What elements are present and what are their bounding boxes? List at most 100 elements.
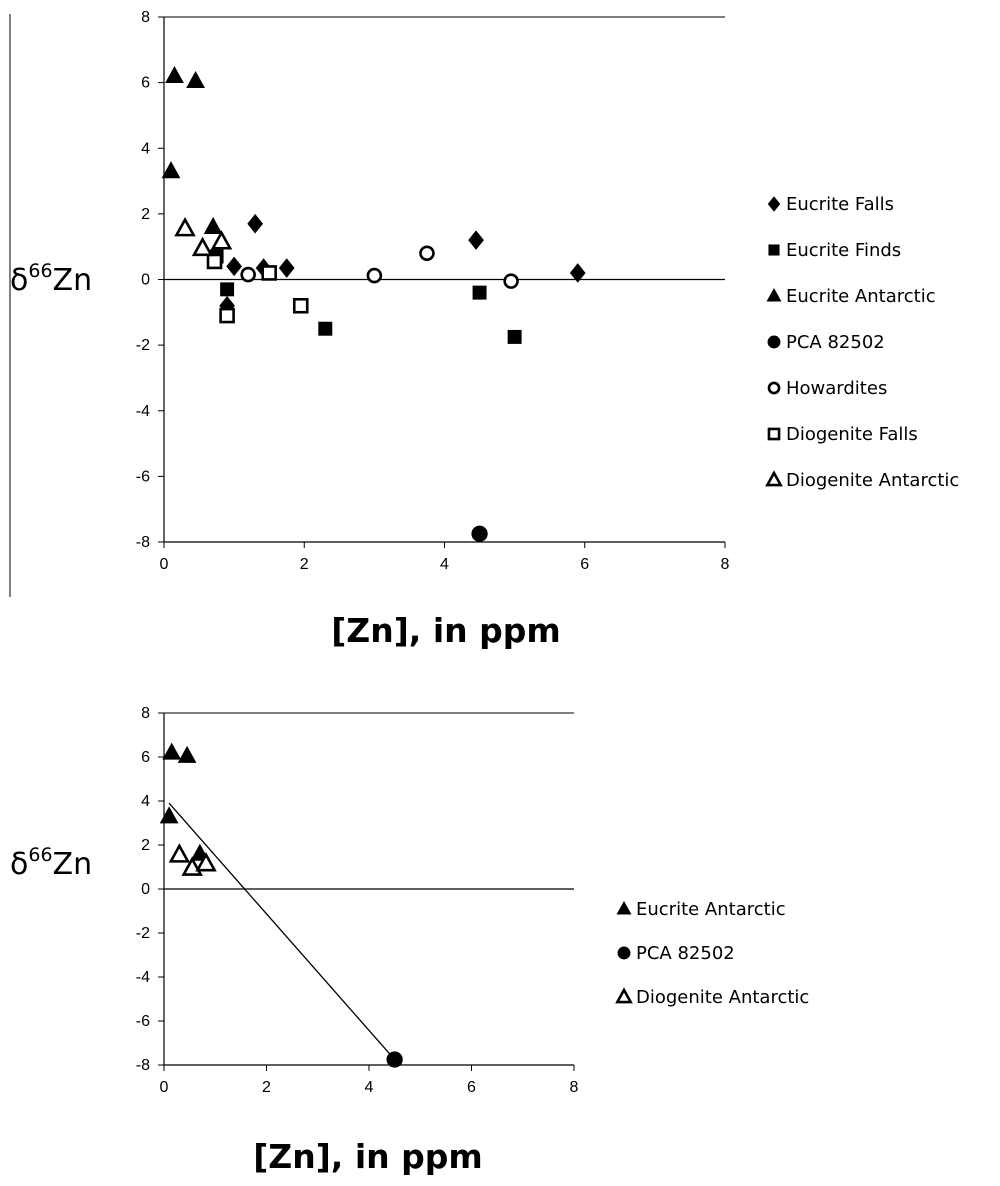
chart-1-point-howardites	[240, 266, 256, 283]
chart-1-y-tick-label: 4	[141, 140, 150, 157]
chart-1-point-eucrite-falls	[569, 263, 586, 283]
chart-2-y-label-base: δ	[10, 847, 28, 882]
chart-1-series-diogenite-falls	[206, 253, 309, 324]
chart-1-legend-marker-eucrite-falls	[767, 196, 781, 212]
chart-1-point-eucrite-antarctic	[165, 66, 184, 84]
chart-1-y-tick-label: -4	[136, 403, 150, 420]
chart-1-point-eucrite-falls	[468, 230, 484, 250]
chart-1-series-howardites	[240, 245, 519, 289]
chart-2-series-eucrite-antarctic	[159, 742, 210, 861]
chart-1-legend-marker-eucrite-antarctic	[766, 287, 782, 302]
chart-1-point-eucrite-finds	[318, 321, 333, 336]
chart-1-point-diogenite-falls	[292, 297, 309, 314]
chart-1-point-eucrite-falls	[278, 258, 295, 278]
chart-2-legend-label-pca-82502: PCA 82502	[636, 943, 735, 964]
chart-2-point-pca-82502	[386, 1051, 403, 1068]
chart-1-point-eucrite-finds	[507, 329, 522, 344]
chart-2-point-eucrite-antarctic	[162, 742, 182, 760]
chart-1-x-axis-label: [Zn], in ppm	[331, 611, 561, 650]
chart-1-legend-marker-diogenite-falls	[767, 427, 781, 441]
chart-1-point-diogenite-falls	[261, 265, 277, 281]
chart-2-x-tick-label: 2	[262, 1079, 271, 1096]
chart-2-x-tick-label: 4	[365, 1079, 374, 1096]
chart-2-y-tick-label: -6	[136, 1013, 150, 1030]
chart-2-y-tick-label: 4	[141, 793, 150, 810]
chart-1-point-eucrite-antarctic	[203, 216, 223, 234]
chart-2-legend-label-diogenite-antarctic: Diogenite Antarctic	[636, 987, 809, 1008]
chart-1-x-tick-label: 4	[440, 556, 449, 573]
chart-2-x-tick-label: 8	[570, 1079, 579, 1096]
chart-1-point-eucrite-falls	[247, 213, 264, 234]
chart-1-x-tick-label: 6	[580, 556, 589, 573]
chart-1-point-eucrite-falls	[226, 256, 242, 277]
chart-2-point-eucrite-antarctic	[177, 745, 197, 763]
chart-1-series-eucrite-finds	[209, 249, 522, 344]
chart-2-legend-marker-diogenite-antarctic	[615, 987, 633, 1004]
chart-2-x-tick-label: 6	[467, 1079, 476, 1096]
chart-1-series-diogenite-antarctic	[174, 216, 233, 257]
chart-1-point-diogenite-falls	[206, 253, 223, 270]
chart-1-legend-label-eucrite-finds: Eucrite Finds	[786, 240, 901, 261]
chart-1-legend-marker-diogenite-antarctic	[765, 470, 783, 487]
chart-2-y-label-rest: Zn	[53, 847, 93, 882]
chart-2-y-tick-label: 0	[141, 881, 150, 898]
chart-1-point-diogenite-antarctic	[174, 216, 196, 237]
chart-2-y-tick-label: -8	[136, 1057, 150, 1074]
chart-2-point-diogenite-antarctic	[168, 843, 191, 863]
chart-1-point-howardites	[503, 273, 519, 289]
chart-1-point-eucrite-finds	[472, 285, 487, 300]
chart-1-y-tick-label: 2	[141, 206, 150, 223]
chart-1-series-pca-82502	[471, 525, 488, 542]
chart-1-point-diogenite-antarctic	[191, 236, 214, 257]
chart-1-legend-label-diogenite-falls: Diogenite Falls	[786, 424, 918, 445]
chart-2-x-axis-label: [Zn], in ppm	[253, 1137, 483, 1176]
chart-1-point-eucrite-finds	[220, 282, 235, 297]
chart-1-y-tick-label: 8	[141, 9, 150, 26]
chart-2-y-tick-label: 8	[141, 705, 150, 722]
chart-1-point-howardites	[419, 245, 435, 262]
chart-1-y-tick-label: -6	[136, 468, 150, 485]
chart-1-y-tick-label: 0	[141, 272, 150, 289]
chart-top: -8 -6 -4 -2 0 2 4 6 8 0 2 4 6 8 [Zn], in ppm δ66Zn Eucri…	[10, 9, 959, 650]
chart-2-y-tick-label: 6	[141, 749, 150, 766]
chart-1-x-tick-label: 2	[300, 556, 309, 573]
chart-2-y-tick-label: 2	[141, 837, 150, 854]
chart-2-legend-marker-pca-82502	[617, 946, 631, 960]
chart-1-legend-marker-eucrite-finds	[768, 244, 780, 256]
chart-1-series-eucrite-antarctic	[161, 66, 223, 234]
chart-1-y-tick-label: -2	[136, 337, 150, 354]
chart-1-x-tick-label: 0	[160, 556, 169, 573]
chart-1-point-eucrite-antarctic	[186, 70, 205, 88]
chart-1-legend-label-eucrite-antarctic: Eucrite Antarctic	[786, 286, 936, 307]
chart-1-x-tick-label: 8	[721, 556, 730, 573]
chart-1-legend-label-pca-82502: PCA 82502	[786, 332, 885, 353]
chart-2-trend-line	[168, 802, 396, 1060]
chart-2-series-pca-82502	[386, 1051, 403, 1068]
chart-2-y-tick-label: -2	[136, 925, 150, 942]
chart-1-legend-label-diogenite-antarctic: Diogenite Antarctic	[786, 470, 959, 491]
chart-2-legend-marker-eucrite-antarctic	[616, 900, 632, 915]
chart-2-x-tick-label: 0	[160, 1079, 169, 1096]
chart-2-point-diogenite-antarctic	[195, 852, 217, 872]
chart-1-y-axis-label: δ66Zn	[10, 260, 92, 298]
chart-1-legend-marker-howardites	[767, 381, 781, 395]
chart-1-y-label-rest: Zn	[53, 263, 93, 298]
chart-1-point-howardites	[366, 267, 383, 284]
chart-1-y-label-base: δ	[10, 263, 28, 298]
chart-1-series-eucrite-falls	[219, 213, 586, 316]
chart-1-point-pca-82502	[471, 525, 488, 542]
chart-1-point-eucrite-antarctic	[161, 161, 181, 179]
chart-1-y-tick-label: 6	[141, 75, 150, 92]
chart-2-point-eucrite-antarctic	[159, 806, 179, 824]
chart-2-legend-label-eucrite-antarctic: Eucrite Antarctic	[636, 899, 786, 920]
chart-1-legend-label-howardites: Howardites	[786, 378, 887, 399]
chart-1-point-diogenite-falls	[219, 307, 235, 324]
chart-1-y-tick-label: -8	[136, 534, 150, 551]
chart-2-y-tick-label: -4	[136, 969, 150, 986]
chart-1-y-label-sup: 66	[28, 260, 52, 282]
chart-1-point-diogenite-antarctic	[210, 230, 233, 250]
chart-bottom: -8 -6 -4 -2 0 2 4 6 8 0 2 4 6 8 [Zn], in ppm δ66Zn Eucri…	[10, 705, 809, 1176]
chart-1-legend-marker-pca-82502	[767, 335, 781, 349]
chart-2-y-axis-label: δ66Zn	[10, 844, 92, 882]
